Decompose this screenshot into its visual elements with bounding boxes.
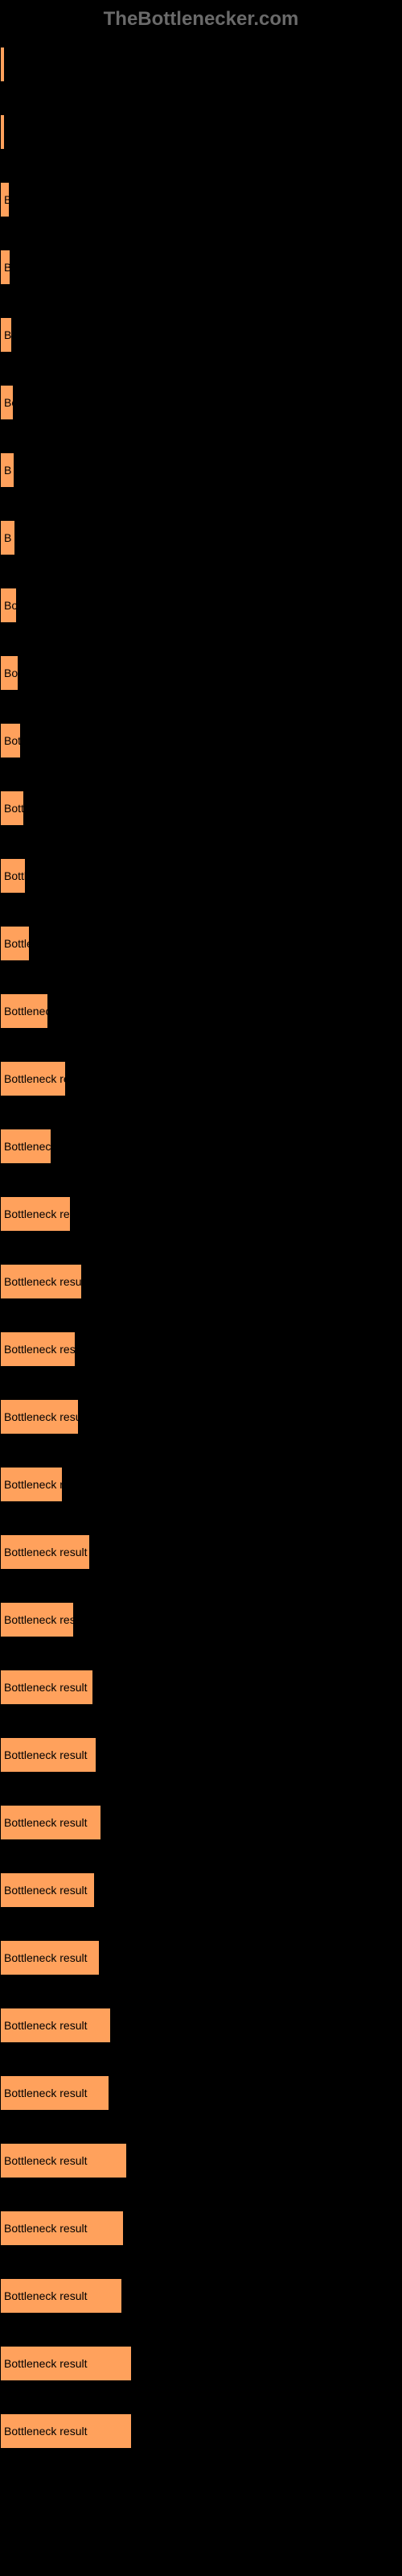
bar-item: B <box>0 250 10 285</box>
bar-item: Bottleneck result <box>0 1805 101 1840</box>
bar-row: Bottleneck resu <box>0 1196 402 1232</box>
bar-row: B <box>0 520 402 555</box>
bar-row: Bottleneck re <box>0 1467 402 1502</box>
bar-row: Bottl <box>0 858 402 894</box>
bar-item: Bottleneck <box>0 1129 51 1164</box>
bar-item: B <box>0 47 5 82</box>
bar-item: Bo <box>0 655 18 691</box>
bar-item: B <box>0 182 10 217</box>
bar-row: Bot <box>0 723 402 758</box>
bar-item: Bottleneck result <box>0 2413 132 2449</box>
bar-item: Bottleneck resu <box>0 1196 71 1232</box>
bar-row: B <box>0 317 402 353</box>
bar-row: Bottleneck result <box>0 1872 402 1908</box>
bar-item: B <box>0 114 5 150</box>
bar-row: B <box>0 250 402 285</box>
bar-row: B <box>0 114 402 150</box>
watermark-text: TheBottlenecker.com <box>0 0 402 47</box>
bar-row: Bottleneck result <box>0 1264 402 1299</box>
bar-row: Bottleneck resu <box>0 1602 402 1637</box>
bar-item: Bottleneck result <box>0 1872 95 1908</box>
bar-row: Bottleneck result <box>0 2413 402 2449</box>
bar-row: Bottleneck resu <box>0 1331 402 1367</box>
bar-item: Bottleneck result <box>0 1737 96 1773</box>
bar-row: Bottleneck res <box>0 1061 402 1096</box>
bar-item: Bottleneck resu <box>0 1602 74 1637</box>
bar-item: Bottleneck result <box>0 2075 109 2111</box>
bar-row: Bottleneck result <box>0 2211 402 2246</box>
bar-item: Bot <box>0 723 21 758</box>
bar-row: Bottleneck result <box>0 1534 402 1570</box>
bar-item: Bottleneck result <box>0 2008 111 2043</box>
bar-item: Bottleneck resu <box>0 1331 76 1367</box>
bar-row: Bottleneck result <box>0 2008 402 2043</box>
bar-row: Bo <box>0 655 402 691</box>
bar-row: Bottleneck result <box>0 1399 402 1435</box>
bar-item: B <box>0 317 12 353</box>
bar-item: Bottleneck re <box>0 1467 63 1502</box>
bar-row: Bottlenec <box>0 993 402 1029</box>
bar-item: Bottleneck result <box>0 1264 82 1299</box>
bar-item: Bottleneck result <box>0 2278 122 2314</box>
bar-item: B <box>0 452 14 488</box>
bar-row: Bottleneck result <box>0 2346 402 2381</box>
bar-row: B <box>0 182 402 217</box>
bar-item: Bottleneck result <box>0 2143 127 2178</box>
bar-row: Bo <box>0 588 402 623</box>
bar-item: Bottleneck result <box>0 1940 100 1975</box>
bar-item: Bottlenec <box>0 993 48 1029</box>
bar-row: B <box>0 452 402 488</box>
bar-row: B <box>0 47 402 82</box>
bar-item: Bottleneck result <box>0 1399 79 1435</box>
bar-row: Bottleneck result <box>0 2143 402 2178</box>
bar-item: Bo <box>0 385 14 420</box>
bar-row: Bottleneck result <box>0 1805 402 1840</box>
bar-item: Bottl <box>0 858 26 894</box>
bar-row: Bottl <box>0 791 402 826</box>
bar-row: Bottle <box>0 926 402 961</box>
bar-row: Bottleneck <box>0 1129 402 1164</box>
bar-item: Bottl <box>0 791 24 826</box>
bar-row: Bottleneck result <box>0 1737 402 1773</box>
bar-item: Bottleneck result <box>0 1534 90 1570</box>
bar-row: Bottleneck result <box>0 1670 402 1705</box>
bar-item: Bottleneck result <box>0 1670 93 1705</box>
bar-item: Bottleneck result <box>0 2211 124 2246</box>
bar-chart: BBBBBBoBBBoBoBotBottlBottlBottleBottlene… <box>0 47 402 2449</box>
bar-item: Bottleneck res <box>0 1061 66 1096</box>
bar-item: Bo <box>0 588 17 623</box>
bar-row: Bo <box>0 385 402 420</box>
bar-item: Bottle <box>0 926 30 961</box>
bar-row: Bottleneck result <box>0 2278 402 2314</box>
bar-row: Bottleneck result <box>0 2075 402 2111</box>
bar-item: Bottleneck result <box>0 2346 132 2381</box>
bar-item: B <box>0 520 15 555</box>
bar-row: Bottleneck result <box>0 1940 402 1975</box>
